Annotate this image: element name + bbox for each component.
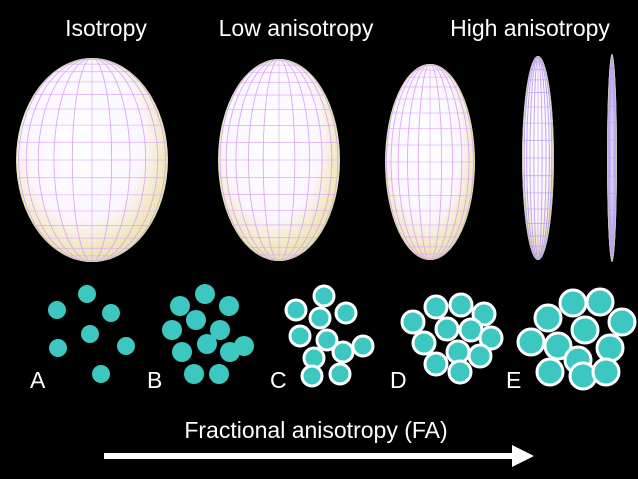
molecule — [162, 320, 182, 340]
molecule — [411, 330, 437, 356]
molecule — [400, 309, 426, 335]
title: Low anisotropy — [219, 15, 374, 41]
panel-label: A — [30, 367, 46, 393]
panel-label: E — [506, 367, 521, 393]
molecule — [595, 333, 625, 363]
molecule — [219, 296, 239, 316]
molecule — [607, 307, 637, 337]
molecule — [516, 327, 546, 357]
molecule — [423, 351, 449, 377]
molecule — [312, 284, 336, 308]
ellipsoid — [607, 54, 617, 262]
molecule — [48, 301, 66, 319]
molecule — [334, 301, 358, 325]
molecule — [471, 301, 497, 327]
molecule — [172, 342, 192, 362]
molecule — [197, 334, 217, 354]
molecule — [447, 359, 473, 385]
panel-label: D — [390, 367, 407, 393]
title: High anisotropy — [450, 15, 610, 41]
molecule — [570, 315, 600, 345]
molecule — [467, 343, 493, 369]
arrow-label: Fractional anisotropy (FA) — [184, 417, 447, 443]
arrow-head — [512, 445, 534, 467]
molecule — [209, 364, 229, 384]
molecule — [591, 357, 621, 387]
molecule — [81, 325, 99, 343]
molecule — [533, 303, 563, 333]
molecule — [331, 340, 355, 364]
molecule — [102, 304, 120, 322]
molecule — [300, 364, 324, 388]
molecule — [170, 296, 190, 316]
panel-label: C — [270, 367, 287, 393]
molecule — [184, 364, 204, 384]
molecule — [78, 285, 96, 303]
molecule — [328, 362, 352, 386]
molecule — [210, 320, 230, 340]
molecule — [284, 298, 308, 322]
molecule — [351, 334, 375, 358]
molecule — [195, 284, 215, 304]
molecule — [186, 310, 206, 330]
ellipsoid — [16, 58, 168, 262]
ellipsoid — [385, 64, 475, 260]
molecule — [543, 331, 573, 361]
molecule — [423, 294, 449, 320]
molecule — [308, 306, 332, 330]
molecule — [478, 325, 504, 351]
molecule — [434, 316, 460, 342]
molecule — [220, 342, 240, 362]
molecule — [92, 365, 110, 383]
molecule — [558, 288, 588, 318]
molecule — [585, 287, 615, 317]
molecule — [448, 292, 474, 318]
panel-label: B — [147, 367, 162, 393]
molecule — [535, 357, 565, 387]
molecule — [49, 339, 67, 357]
molecule — [288, 324, 312, 348]
ellipsoid — [522, 56, 554, 260]
title: Isotropy — [65, 15, 147, 41]
ellipsoids — [16, 54, 617, 262]
molecule — [117, 337, 135, 355]
ellipsoid — [218, 59, 340, 261]
molecule — [315, 328, 339, 352]
molecule-clusters — [48, 284, 637, 391]
